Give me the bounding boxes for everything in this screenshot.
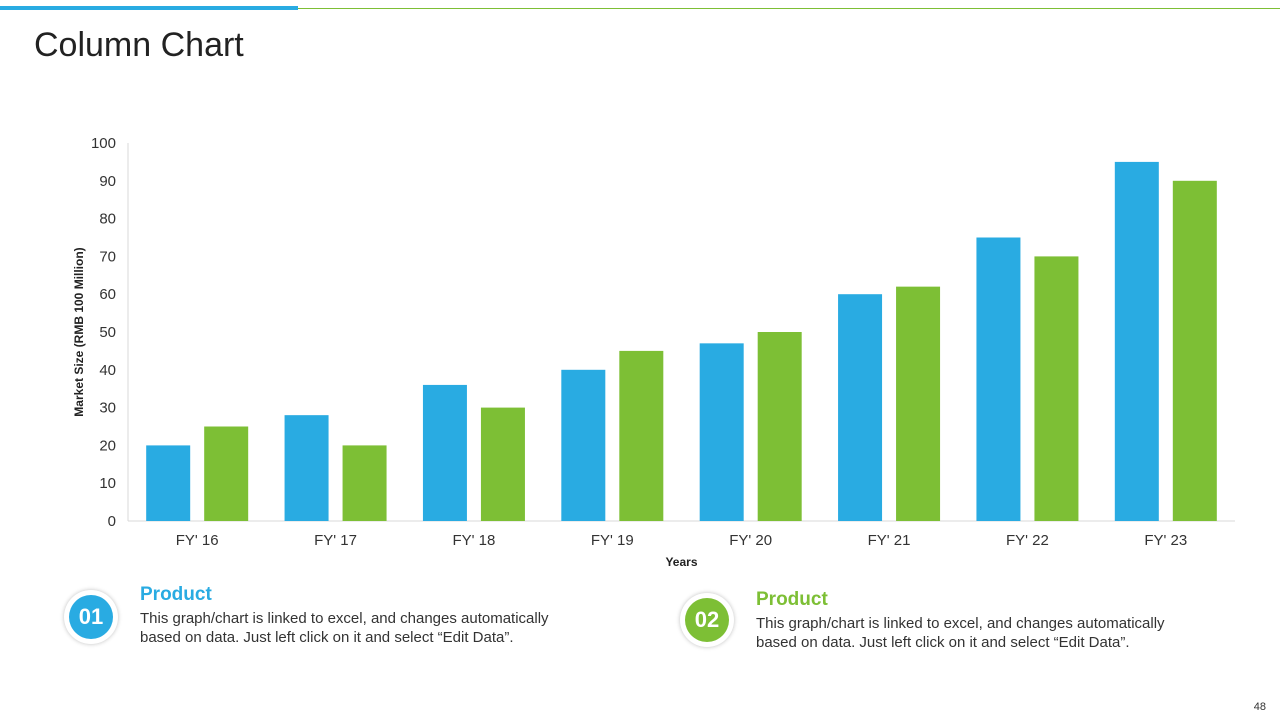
bar-series-1: [976, 237, 1021, 521]
page-title: Column Chart: [34, 26, 244, 64]
bar-series-2: [480, 407, 525, 521]
product-callout-1: 01 Product This graph/chart is linked to…: [64, 582, 549, 646]
product-description-line: based on data. Just left click on it and…: [756, 634, 1130, 651]
bar-series-1: [1114, 161, 1159, 521]
header-accent-blue: [0, 6, 298, 10]
x-tick-label: FY' 21: [868, 532, 911, 549]
x-tick-label: FY' 19: [591, 532, 634, 549]
x-tick-label: FY' 23: [1144, 532, 1187, 549]
product-callout-2: 02 Product This graph/chart is linked to…: [680, 587, 1165, 651]
page-number: 48: [1253, 701, 1266, 713]
header-accent-green: [298, 8, 1280, 9]
x-axis-title: Years: [665, 555, 697, 569]
column-chart[interactable]: 0 10 20 30 40 50 60 70 80 90 100 FY' 16 FY' 17 FY' 18…: [0, 0, 1280, 580]
badge-ring: 01: [64, 590, 118, 644]
y-axis-title: Market Size (RMB 100 Million): [72, 247, 86, 416]
x-tick-label: FY' 22: [1006, 532, 1049, 549]
bar-series-2: [1172, 180, 1217, 522]
product-description-line: This graph/chart is linked to excel, and…: [140, 610, 549, 627]
y-tick-label: 70: [99, 248, 116, 265]
y-tick-label: 60: [99, 286, 116, 303]
y-tick-label: 30: [99, 400, 116, 417]
bar-series-2: [1034, 256, 1079, 521]
badge-ring: 02: [680, 593, 734, 647]
product-heading: Product: [140, 584, 212, 605]
x-tick-label: FY' 18: [452, 532, 495, 549]
x-tick-label: FY' 20: [729, 532, 772, 549]
y-tick-label: 40: [99, 362, 116, 379]
bar-series-2: [757, 332, 802, 521]
product-description-line: This graph/chart is linked to excel, and…: [756, 615, 1165, 632]
bar-series-1: [838, 294, 883, 521]
y-tick-label: 80: [99, 211, 116, 228]
x-tick-label: FY' 16: [176, 532, 219, 549]
bar-series-1: [146, 445, 191, 521]
y-tick-label: 20: [99, 437, 116, 454]
product-heading: Product: [756, 589, 828, 610]
y-tick-label: 10: [99, 475, 116, 492]
product-description-line: based on data. Just left click on it and…: [140, 629, 514, 646]
badge-number-01: 01: [69, 595, 113, 639]
product-description: This graph/chart is linked to excel, and…: [140, 609, 600, 647]
bar-series-2: [204, 426, 249, 521]
x-tick-label: FY' 17: [314, 532, 357, 549]
product-description: This graph/chart is linked to excel, and…: [756, 614, 1216, 652]
y-tick-label: 90: [99, 173, 116, 190]
bar-series-2: [619, 350, 664, 521]
bar-series-1: [422, 384, 467, 521]
y-tick-label: 0: [108, 513, 116, 530]
y-tick-label: 50: [99, 324, 116, 341]
bar-series-1: [699, 343, 744, 521]
badge-number-02: 02: [685, 598, 729, 642]
y-tick-label: 100: [91, 135, 116, 152]
bar-series-2: [342, 445, 387, 521]
bar-series-1: [284, 415, 329, 521]
bar-series-2: [896, 286, 941, 521]
bar-series-1: [561, 369, 606, 521]
